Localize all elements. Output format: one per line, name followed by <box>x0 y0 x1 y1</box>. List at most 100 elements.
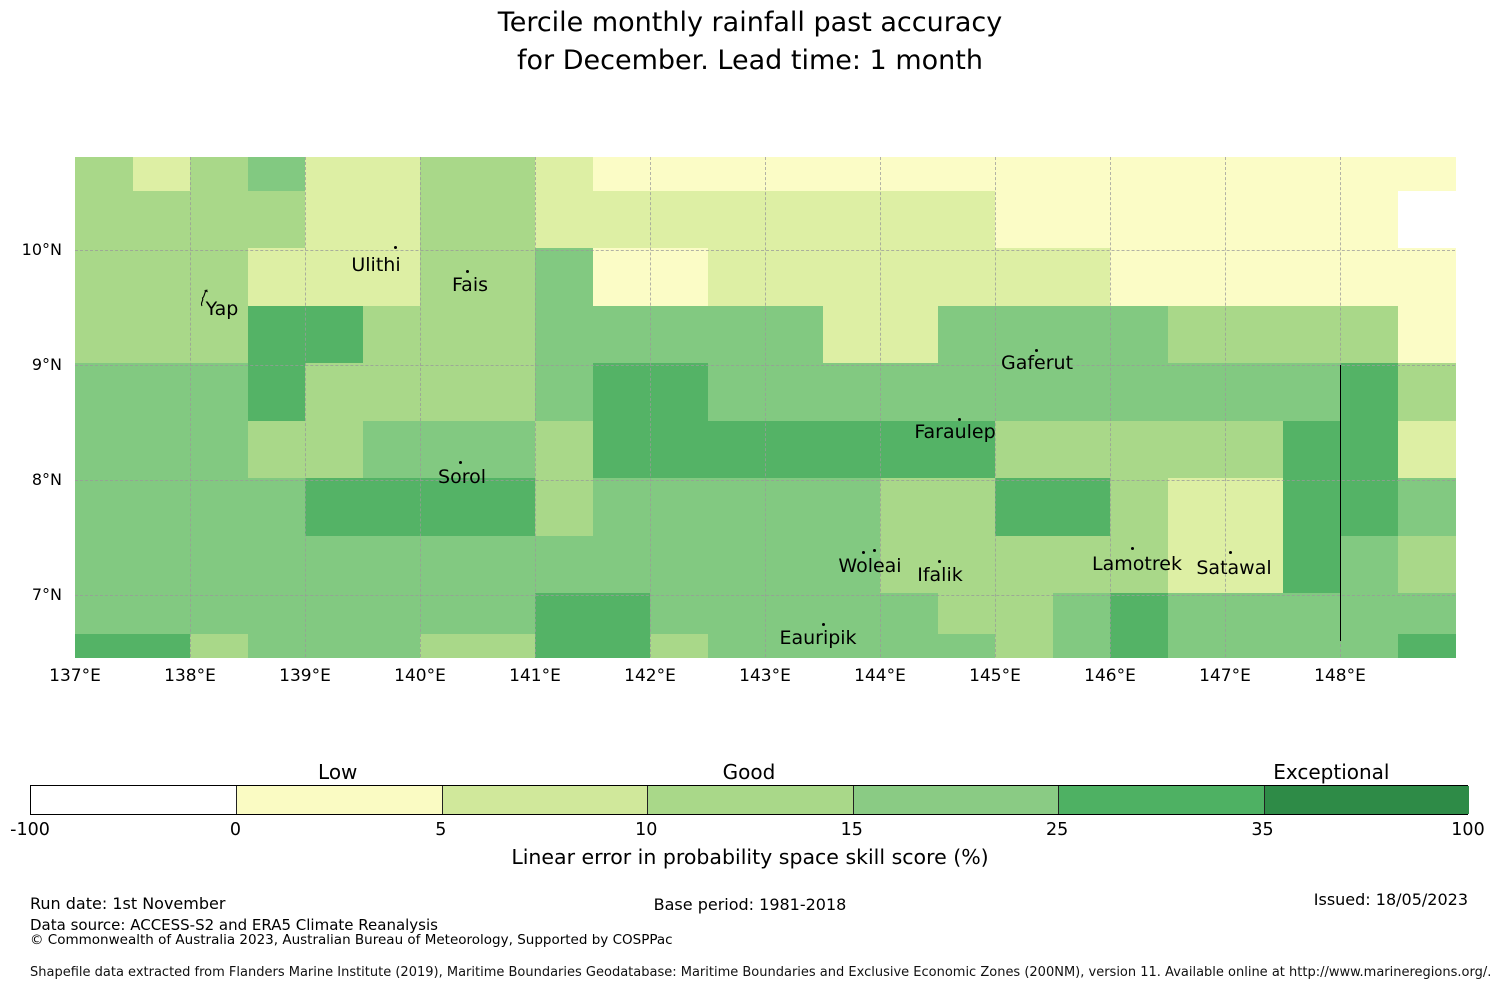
map-cell <box>190 191 248 249</box>
map-cell <box>420 363 478 422</box>
map-cell <box>707 478 766 537</box>
map-cell <box>995 421 1053 479</box>
map-cell <box>132 536 191 594</box>
y-tick-label: 8°N <box>31 470 62 489</box>
map-cell <box>1282 536 1341 594</box>
latitude-gridline <box>75 365 1455 366</box>
map-cell <box>535 634 593 658</box>
longitude-gridline <box>420 157 421 657</box>
map-cell <box>247 478 306 537</box>
map-cell <box>707 536 766 594</box>
map-cell <box>362 421 421 479</box>
map-cell <box>535 248 593 307</box>
chart-title-line2: for December. Lead time: 1 month <box>517 45 983 76</box>
island-label-yap: Yap <box>205 298 239 320</box>
map-cell <box>765 421 823 479</box>
map-cell <box>305 191 363 249</box>
map-cell <box>1110 248 1168 307</box>
map-cell <box>707 593 766 635</box>
map-cell <box>765 306 823 364</box>
map-cell <box>765 191 823 249</box>
map-cell <box>1167 191 1226 249</box>
map-cell <box>477 634 536 658</box>
longitude-gridline <box>995 157 996 657</box>
x-tick-label: 146°E <box>1084 666 1136 686</box>
map-cell <box>190 634 248 658</box>
island-label-sorol: Sorol <box>438 466 486 488</box>
colorbar-segment <box>1058 786 1264 814</box>
map-cell <box>592 478 651 537</box>
map-cell <box>1282 593 1341 635</box>
x-tick-label: 141°E <box>509 666 561 686</box>
map-cell <box>1167 306 1226 364</box>
longitude-gridline <box>1110 157 1111 657</box>
map-cell <box>1167 593 1226 635</box>
map-cell <box>592 536 651 594</box>
map-cell <box>650 248 708 307</box>
island-marker-dot <box>1131 547 1134 550</box>
map-cell <box>1167 157 1226 192</box>
map-cell <box>1052 536 1111 594</box>
island-label-ifalik: Ifalik <box>917 564 963 586</box>
map-cell <box>190 363 248 422</box>
map-cell <box>1340 363 1398 422</box>
map-cell <box>190 306 248 364</box>
map-cell <box>362 634 421 658</box>
map-cell <box>535 157 593 192</box>
map-cell <box>420 634 478 658</box>
longitude-gridline <box>1225 157 1226 657</box>
map-cell <box>247 306 306 364</box>
map-cell <box>765 478 823 537</box>
map-cell <box>937 634 996 658</box>
map-cell <box>477 421 536 479</box>
map-cell <box>1340 634 1398 658</box>
base-period-text: Base period: 1981-2018 <box>653 895 847 914</box>
colorbar-segment <box>441 786 648 814</box>
map-cell <box>1052 157 1111 192</box>
map-cell <box>1225 634 1283 658</box>
island-marker-dot <box>1229 551 1232 554</box>
x-tick-label: 144°E <box>854 666 906 686</box>
x-tick-label: 138°E <box>164 666 216 686</box>
map-cell <box>1167 478 1226 537</box>
map-cell <box>650 191 708 249</box>
map-cell <box>1052 478 1111 537</box>
map-cell <box>1282 478 1341 537</box>
map-cell <box>592 157 651 192</box>
y-tick-label: 7°N <box>31 585 62 604</box>
map-cell <box>1167 634 1226 658</box>
map-cell <box>535 593 593 635</box>
island-label-satawal: Satawal <box>1196 557 1272 579</box>
map-cell <box>247 536 306 594</box>
x-tick-label: 140°E <box>394 666 446 686</box>
colorbar-segment <box>31 786 237 814</box>
map-cell <box>995 593 1053 635</box>
map-cell <box>650 478 708 537</box>
map-cell <box>765 363 823 422</box>
island-label-faraulep: Faraulep <box>914 421 996 443</box>
map-cell <box>75 191 133 249</box>
map-cell <box>420 421 478 479</box>
map-cell <box>937 157 996 192</box>
map-cell <box>937 536 996 594</box>
map-cell <box>1225 191 1283 249</box>
data-source-text: Data source: ACCESS-S2 and ERA5 Climate … <box>30 916 438 934</box>
map-cell <box>75 157 133 192</box>
shapefile-attribution-text: Shapefile data extracted from Flanders M… <box>30 965 1492 980</box>
map-cell <box>1110 593 1168 635</box>
map-cell <box>362 363 421 422</box>
eez-boundary-line <box>1340 365 1341 641</box>
x-tick-label: 139°E <box>279 666 331 686</box>
island-label-gaferut: Gaferut <box>1000 352 1074 374</box>
map-cell <box>1397 248 1456 307</box>
map-cell <box>1397 593 1456 635</box>
map-cell <box>190 157 248 192</box>
map-cell <box>1397 157 1456 192</box>
island-label-ulithi: Ulithi <box>351 254 401 276</box>
map-cell <box>822 478 881 537</box>
map-cell <box>305 157 363 192</box>
map-cell <box>592 421 651 479</box>
map-cell <box>247 634 306 658</box>
map-cell <box>535 363 593 422</box>
map-cell <box>1225 306 1283 364</box>
